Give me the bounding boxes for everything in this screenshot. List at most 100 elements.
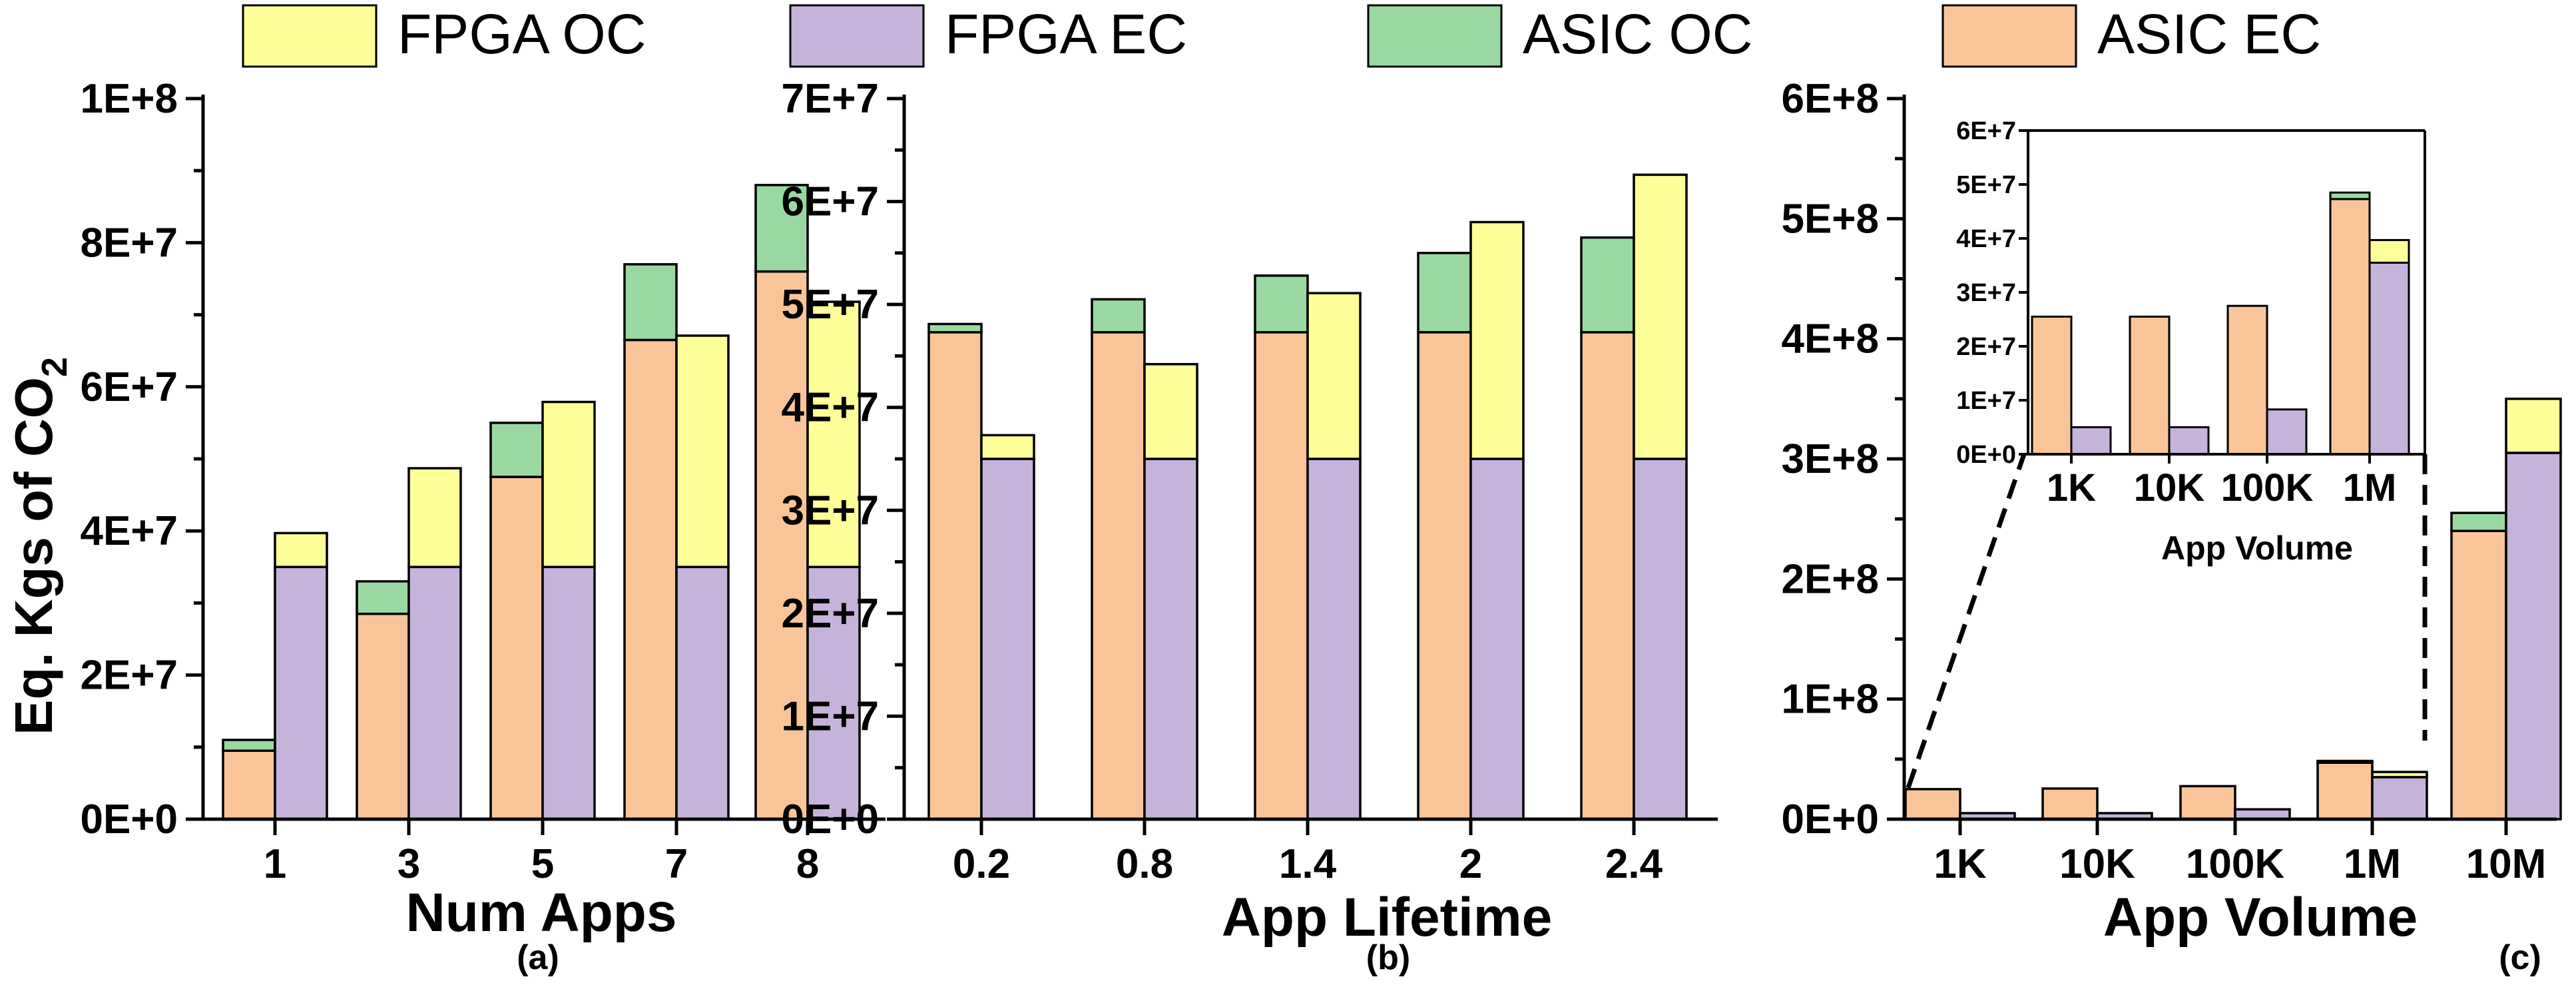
y-tick-label: 7E+7	[781, 76, 879, 122]
inset-bar-asic-ec-1K	[2031, 315, 2073, 456]
bar-fpga-oc-1	[274, 531, 328, 569]
inset-bar-asic-oc-1M	[2329, 191, 2371, 200]
bar-asic-ec-10K	[2041, 787, 2099, 821]
legend: FPGA OC FPGA EC ASIC OC ASIC EC	[242, 3, 2321, 68]
y-tick-label: 8E+7	[80, 220, 178, 266]
bar-asic-oc-2.4	[1580, 236, 1635, 334]
bar-fpga-oc-1.4	[1306, 292, 1362, 460]
bar-fpga-ec-5	[541, 565, 596, 821]
bar-asic-oc-3	[356, 580, 410, 615]
bar-asic-ec-3	[356, 612, 410, 821]
x-tick-label-1M: 1M	[2344, 841, 2401, 887]
y-tick-label: 3E+8	[1781, 436, 1879, 482]
inset-y-tick-label: 1E+7	[1956, 387, 2016, 415]
legend-label-asic-oc: ASIC OC	[1523, 3, 1752, 65]
bar-fpga-ec-7	[675, 565, 730, 821]
x-tick-label-1K: 1K	[1933, 841, 1986, 887]
x-tick-label-0.8: 0.8	[1116, 841, 1173, 887]
inset-x-axis-title: App Volume	[2161, 529, 2353, 567]
y-tick-label: 1E+8	[80, 76, 178, 122]
bar-fpga-ec-3	[407, 565, 462, 821]
bar-asic-oc-5	[489, 422, 544, 478]
caption: (a)	[517, 938, 559, 977]
bar-fpga-oc-8	[806, 300, 861, 569]
x-tick-label-10K: 10K	[2059, 841, 2135, 887]
bar-asic-ec-1K	[1904, 788, 1961, 821]
inset-y-tick-label: 2E+7	[1956, 333, 2016, 361]
bar-asic-ec-1	[222, 749, 276, 821]
panel-a: 0E+0 2E+7 4E+7 6E+7 8E+7 1E+8 1 3 5 7 8 Num Apps(a)	[80, 76, 886, 977]
bar-fpga-oc-10M	[2505, 398, 2562, 454]
y-tick-label: 4E+8	[1781, 316, 1879, 362]
inset-y-tick-label: 3E+7	[1956, 279, 2016, 307]
x-tick-label-8: 8	[796, 841, 819, 887]
bar-asic-ec-0.8	[1091, 331, 1146, 821]
bar-asic-ec-100K	[2179, 785, 2236, 821]
y-tick-label: 3E+7	[781, 488, 879, 533]
inset-x-tick-label-1M: 1M	[2343, 466, 2397, 509]
legend-label-fpga-oc: FPGA OC	[397, 3, 646, 65]
panel-b: 0E+0 1E+7 2E+7 3E+7 4E+7 5E+7 6E+7 7E+7 0.2 0.8 1.…	[781, 76, 1718, 977]
y-tick-label: 2E+7	[80, 653, 178, 699]
inset-bar-fpga-ec-10K	[2168, 426, 2210, 456]
legend-swatch-fpga-oc	[242, 4, 378, 68]
y-tick-label: 6E+8	[1781, 76, 1879, 122]
y-tick-label: 2E+7	[781, 591, 879, 637]
x-axis-title: Num Apps	[406, 882, 677, 943]
inset-bar-asic-ec-10K	[2129, 315, 2171, 456]
x-axis-title: App Volume	[2103, 887, 2418, 948]
bar-fpga-oc-5	[541, 400, 596, 569]
y-tick-label: 0E+0	[80, 797, 178, 842]
x-tick-label-3: 3	[397, 841, 420, 887]
bar-asic-ec-10M	[2450, 529, 2507, 821]
bar-asic-oc-10M	[2450, 511, 2507, 532]
y-axis-title-subscript: 2	[35, 357, 75, 377]
x-tick-label-100K: 100K	[2186, 841, 2284, 887]
y-tick-label: 2E+8	[1781, 556, 1879, 602]
bar-asic-ec-5	[489, 476, 544, 821]
bar-fpga-oc-2	[1469, 220, 1525, 460]
inset-bar-fpga-oc-1M	[2368, 238, 2410, 264]
legend-label-asic-ec: ASIC EC	[2097, 3, 2321, 65]
zoom-connector-left	[1906, 453, 2027, 789]
bar-asic-oc-7	[623, 263, 678, 342]
x-tick-label-7: 7	[665, 841, 688, 887]
bar-fpga-oc-2.4	[1633, 173, 1688, 460]
bar-fpga-ec-1	[274, 565, 328, 821]
bar-asic-oc-8	[754, 184, 809, 273]
caption: (b)	[1366, 938, 1410, 977]
bar-fpga-ec-1.4	[1306, 458, 1362, 821]
bar-asic-oc-1.4	[1254, 274, 1309, 334]
bar-fpga-ec-0.8	[1143, 458, 1198, 821]
y-tick-label: 5E+7	[781, 282, 879, 328]
legend-swatch-asic-oc	[1367, 4, 1503, 68]
bar-asic-ec-0.2	[927, 331, 983, 821]
bar-fpga-ec-0.2	[980, 458, 1035, 821]
bar-fpga-oc-0.8	[1143, 363, 1198, 460]
inset-bar-fpga-ec-1M	[2368, 261, 2410, 456]
y-tick-label: 6E+7	[80, 364, 178, 410]
bar-asic-ec-7	[623, 338, 678, 821]
y-tick-label: 4E+7	[80, 508, 178, 554]
y-axis-title: Eq. Kgs of CO2	[4, 357, 75, 735]
bar-fpga-oc-7	[675, 334, 730, 569]
bar-fpga-ec-2	[1469, 458, 1525, 821]
caption: (c)	[2499, 938, 2541, 977]
legend-swatch-fpga-ec	[789, 4, 925, 68]
inset-chart: 0E+0 1E+7 2E+7 3E+7 4E+7 5E+7 6E+7 1K 10K 100K 1M A…	[1956, 117, 2426, 567]
y-tick-label: 0E+0	[781, 797, 879, 842]
inset-y-tick-label: 0E+0	[1956, 441, 2016, 469]
x-axis-title: App Lifetime	[1222, 887, 1553, 948]
bar-fpga-ec-1M	[2371, 776, 2428, 821]
y-tick-label: 1E+7	[781, 693, 879, 739]
y-tick-label: 4E+7	[781, 385, 879, 431]
x-tick-label-2: 2	[1459, 841, 1482, 887]
bar-asic-oc-0.2	[927, 322, 983, 334]
inset-y-tick-label: 6E+7	[1956, 117, 2016, 145]
inset-y-tick-label: 4E+7	[1956, 225, 2016, 253]
inset-bar-fpga-ec-1K	[2070, 426, 2112, 456]
bar-asic-ec-8	[754, 270, 809, 821]
y-tick-label: 5E+8	[1781, 196, 1879, 242]
inset-x-tick-label-100K: 100K	[2221, 466, 2314, 509]
x-tick-label-0.2: 0.2	[953, 841, 1010, 887]
